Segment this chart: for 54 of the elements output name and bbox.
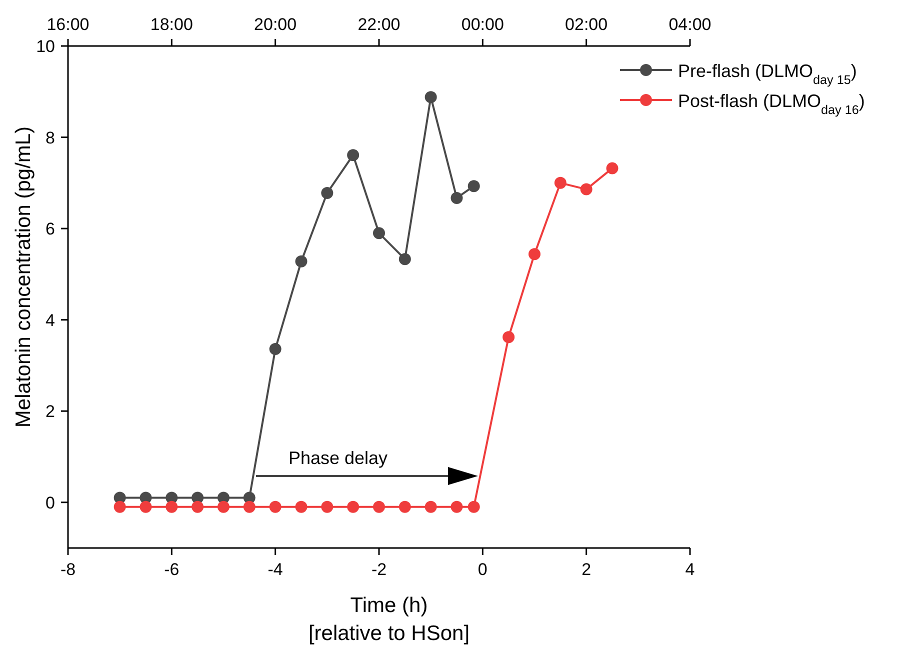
point xyxy=(166,500,178,513)
y-tick-label: 6 xyxy=(46,220,55,239)
point xyxy=(424,91,437,104)
x2-tick-label: 16:00 xyxy=(46,15,90,34)
point xyxy=(450,500,463,513)
point xyxy=(321,186,334,199)
point xyxy=(269,343,282,356)
x2-tick-label: 22:00 xyxy=(358,15,400,34)
x-axis-title: Time (h) [relative to HSon] xyxy=(308,594,470,645)
y-tick-label: 2 xyxy=(46,402,55,422)
point xyxy=(502,331,515,344)
legend-label: Pre-flash (DLMO$_{day 15}$) xyxy=(678,61,857,87)
y-tick-label: 8 xyxy=(46,128,55,148)
x2-tick-label: 00:00 xyxy=(461,15,504,34)
point xyxy=(398,253,411,266)
x-tick-label: -8 xyxy=(60,560,76,579)
point xyxy=(373,227,385,240)
point xyxy=(528,248,540,260)
point xyxy=(347,500,360,513)
x-tick-label: -4 xyxy=(268,560,283,579)
point xyxy=(218,500,230,513)
y-axis-title: Melatonin concentration (pg/mL) xyxy=(12,126,35,428)
point xyxy=(373,500,385,513)
point xyxy=(321,500,334,513)
x2-tick-label: 02:00 xyxy=(565,15,608,34)
x2-tick-label: 20:00 xyxy=(254,15,297,34)
point xyxy=(192,500,204,513)
point xyxy=(398,500,411,513)
x-tick-label: 0 xyxy=(478,560,488,579)
x-tick-label: -6 xyxy=(164,560,180,579)
x2-tick-label: 04:00 xyxy=(668,15,712,34)
x-tick-label: 2 xyxy=(582,560,592,579)
x2-tick-label: 18:00 xyxy=(150,15,193,34)
point xyxy=(269,500,282,513)
point xyxy=(243,500,256,513)
annotation: Phase delay xyxy=(288,448,388,468)
point xyxy=(554,176,566,189)
y-tick-label: 10 xyxy=(36,37,55,56)
point xyxy=(295,255,308,268)
point xyxy=(424,500,437,513)
x-tick-label: -2 xyxy=(371,560,387,579)
point xyxy=(295,500,308,513)
point xyxy=(468,180,480,192)
legend-label: Post-flash (DLMO$_{day 16}$) xyxy=(678,91,865,117)
point xyxy=(468,500,480,513)
point xyxy=(347,149,360,162)
y-tick-label: 4 xyxy=(46,310,55,330)
y-tick-label: 0 xyxy=(46,493,55,512)
point xyxy=(580,183,592,196)
point xyxy=(606,162,618,174)
point xyxy=(450,192,463,204)
x-tick-label: 4 xyxy=(685,560,695,579)
point xyxy=(114,500,126,513)
point xyxy=(140,500,152,513)
